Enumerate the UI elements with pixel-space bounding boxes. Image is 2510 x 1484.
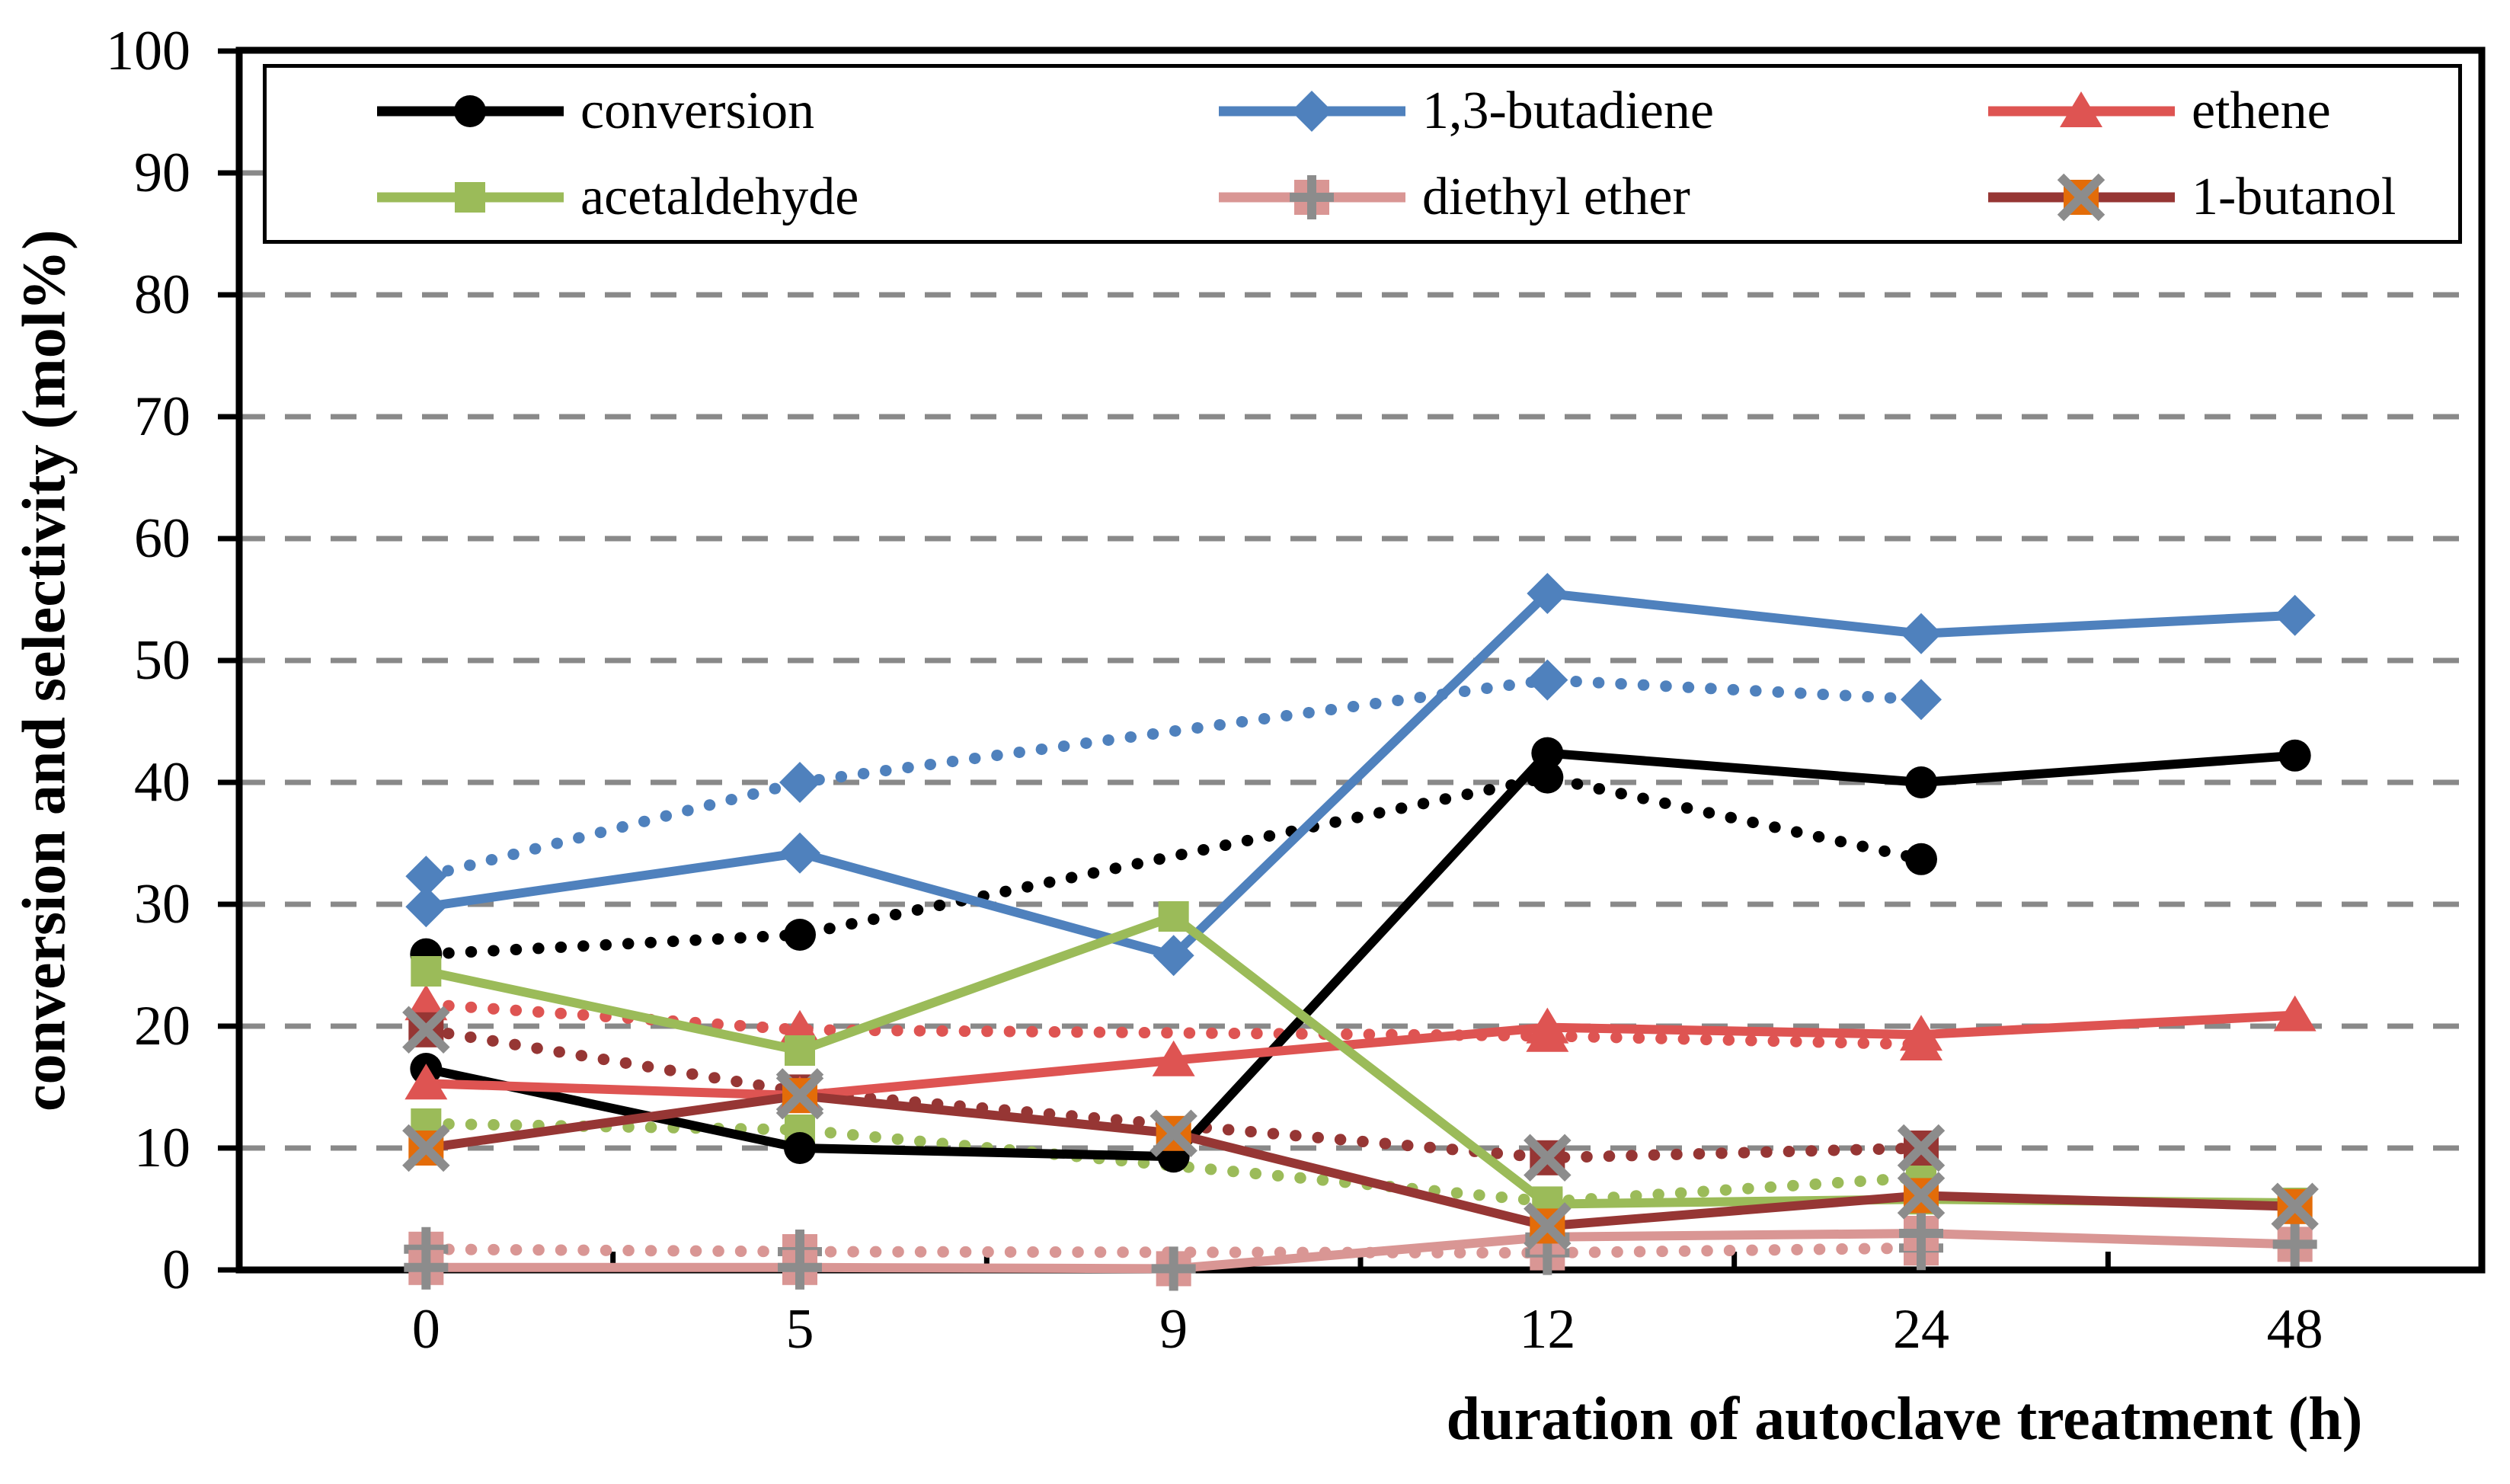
y-tick-label: 0 bbox=[162, 1239, 190, 1301]
x-tick-label: 9 bbox=[1159, 1298, 1188, 1361]
legend-label: 1,3-butadiene bbox=[1422, 81, 1714, 140]
legend-label: conversion bbox=[580, 81, 815, 140]
y-axis-title: conversion and selectivity (mol%) bbox=[11, 229, 78, 1111]
y-tick-label: 90 bbox=[134, 142, 190, 204]
acetaldehyde-line-marker-icon bbox=[377, 171, 564, 224]
series-ethene bbox=[404, 995, 2317, 1112]
legend-item-conversion: conversion bbox=[267, 68, 1017, 154]
legend-item-ethene: ethene bbox=[1786, 68, 2458, 154]
chart-legend: conversion 1,3-butadiene ethene acetalde… bbox=[263, 64, 2462, 244]
y-tick-label: 20 bbox=[134, 995, 190, 1057]
y-tick-label: 50 bbox=[134, 629, 190, 692]
legend-item-butadiene: 1,3-butadiene bbox=[1017, 68, 1786, 154]
series-1-3-butadiene-dotted bbox=[405, 659, 1942, 897]
legend-label: acetaldehyde bbox=[580, 167, 859, 226]
butanol-line-marker-icon bbox=[1988, 171, 2175, 224]
x-tick-label: 12 bbox=[1519, 1298, 1576, 1361]
x-tick-label: 5 bbox=[785, 1298, 814, 1361]
y-tick-label: 80 bbox=[134, 264, 190, 326]
x-tick-label: 0 bbox=[411, 1298, 440, 1361]
plot-border bbox=[235, 46, 2486, 1274]
y-tick-label: 30 bbox=[134, 873, 190, 935]
series-1-3-butadiene bbox=[405, 573, 2316, 977]
legend-label: ethene bbox=[2192, 81, 2331, 140]
legend-label: diethyl ether bbox=[1422, 167, 1690, 226]
legend-item-acetaldehyde: acetaldehyde bbox=[267, 154, 1017, 240]
y-tick-label: 100 bbox=[106, 20, 190, 82]
x-tick-label: 48 bbox=[2266, 1298, 2323, 1361]
series-1-butanol bbox=[402, 1071, 2319, 1250]
diethyl-ether-line-marker-icon bbox=[1219, 171, 1405, 224]
legend-item-diethyl-ether: diethyl ether bbox=[1017, 154, 1786, 240]
y-tick-label: 10 bbox=[134, 1117, 190, 1179]
y-tick-label: 40 bbox=[134, 751, 190, 814]
y-tick-label: 70 bbox=[134, 385, 190, 448]
legend-label: 1-butanol bbox=[2192, 167, 2396, 226]
legend-item-butanol: 1-butanol bbox=[1786, 154, 2458, 240]
x-tick-label: 24 bbox=[1893, 1298, 1949, 1361]
y-tick-label: 60 bbox=[134, 507, 190, 570]
x-axis-title: duration of autoclave treatment (h) bbox=[1446, 1386, 2363, 1453]
ethene-line-marker-icon bbox=[1988, 85, 2175, 138]
butadiene-line-marker-icon bbox=[1219, 85, 1405, 138]
conversion-line-marker-icon bbox=[377, 85, 564, 138]
